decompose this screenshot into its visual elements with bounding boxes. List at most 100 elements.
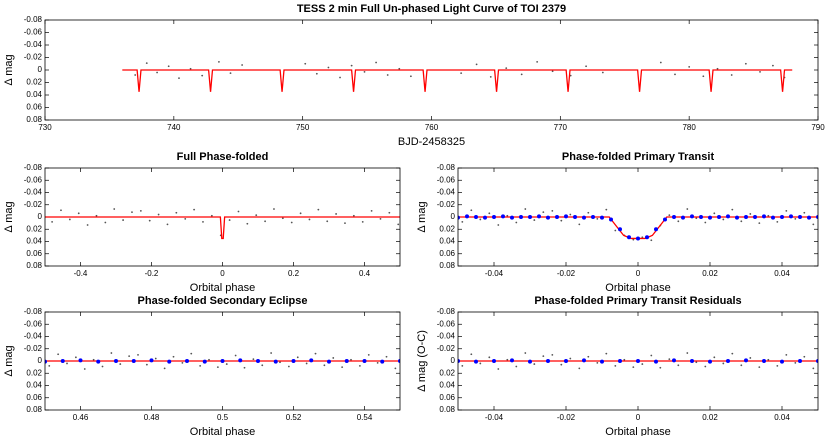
data-point	[713, 356, 716, 359]
data-point	[385, 355, 388, 358]
data-point	[740, 220, 743, 223]
data-point	[659, 366, 662, 369]
y-tick-label: -0.08	[437, 163, 456, 172]
panel-title: Phase-folded Primary Transit Residuals	[534, 295, 741, 307]
data-point	[299, 212, 302, 215]
y-axis-label: Δ mag (O-C)	[416, 330, 428, 392]
x-tick-label: 730	[38, 123, 52, 132]
data-point	[190, 352, 193, 355]
data-point	[68, 218, 71, 221]
x-tick-label: -0.04	[485, 413, 504, 422]
binned-point	[96, 359, 101, 364]
binned-point	[672, 358, 676, 363]
x-tick-label: 760	[425, 123, 439, 132]
y-tick-label: -0.04	[24, 188, 43, 197]
y-tick-label: 0.06	[26, 249, 42, 258]
y-tick-label: -0.08	[24, 307, 43, 316]
data-point	[216, 366, 219, 369]
binned-point	[238, 358, 243, 363]
y-tick-label: 0.08	[26, 405, 42, 414]
binned-point	[663, 217, 667, 222]
binned-point	[609, 217, 613, 222]
data-point	[488, 356, 491, 359]
y-tick-label: 0.06	[26, 103, 42, 112]
data-point	[201, 74, 204, 77]
data-point	[758, 366, 761, 369]
data-point	[332, 357, 335, 359]
data-point	[475, 63, 478, 66]
data-point	[506, 214, 509, 217]
x-axis-label: Orbital phase	[605, 282, 670, 294]
data-point	[317, 208, 320, 211]
binned-point	[528, 215, 532, 219]
data-point	[344, 222, 346, 225]
data-point	[461, 365, 464, 367]
y-tick-label: -0.02	[437, 200, 456, 209]
x-tick-label: 740	[167, 123, 181, 132]
y-tick-label: -0.06	[437, 319, 456, 328]
data-point	[104, 221, 107, 224]
data-point	[641, 236, 644, 239]
data-point	[409, 75, 412, 78]
y-tick-label: -0.04	[437, 188, 456, 197]
data-point	[335, 213, 337, 215]
data-point	[524, 352, 527, 354]
data-point	[489, 75, 492, 78]
y-tick-label: 0	[38, 356, 43, 365]
binned-point	[645, 235, 649, 240]
panel: Phase-folded Secondary Eclipse Orbital ph…	[3, 295, 401, 436]
data-point	[506, 358, 509, 361]
binned-point	[546, 359, 550, 363]
data-point	[605, 352, 608, 355]
y-tick-label: -0.08	[24, 163, 43, 172]
data-point	[175, 211, 178, 214]
data-point	[695, 361, 698, 364]
binned-point	[291, 359, 296, 363]
binned-point	[167, 359, 172, 364]
y-tick-label: 0	[38, 65, 43, 74]
data-point	[730, 74, 733, 76]
data-point	[605, 208, 608, 211]
data-point	[722, 362, 725, 365]
data-point	[279, 361, 281, 364]
data-point	[542, 211, 545, 214]
data-point	[252, 358, 255, 361]
data-point	[776, 221, 779, 223]
y-tick-label: -0.02	[24, 53, 43, 62]
x-tick-label: -0.02	[557, 413, 576, 422]
binned-point	[789, 214, 793, 219]
binned-point	[771, 215, 775, 220]
binned-point	[149, 358, 154, 363]
data-point	[578, 367, 581, 370]
data-point	[210, 214, 213, 217]
x-tick-label: -0.4	[74, 269, 88, 278]
data-point	[178, 77, 180, 80]
data-point	[358, 365, 361, 367]
data-point	[246, 222, 249, 225]
data-point	[110, 352, 113, 354]
data-point	[229, 72, 232, 75]
data-point	[596, 217, 599, 220]
data-point	[350, 64, 353, 67]
data-point	[113, 208, 116, 210]
data-point	[803, 355, 806, 358]
binned-point	[636, 236, 640, 241]
data-point	[370, 209, 373, 212]
data-point	[379, 217, 382, 220]
plot-frame	[457, 167, 819, 267]
data-point	[686, 208, 689, 210]
x-tick-label: 0.02	[702, 269, 718, 278]
y-tick-label: 0.08	[26, 115, 42, 124]
data-point	[398, 67, 401, 70]
data-point	[767, 214, 770, 217]
data-point	[614, 229, 617, 232]
y-tick-label: 0.06	[26, 393, 42, 402]
data-point	[363, 70, 366, 73]
data-point	[273, 208, 275, 210]
binned-point	[309, 358, 314, 363]
y-tick-label: -0.04	[24, 40, 43, 49]
data-point	[208, 358, 210, 361]
data-point	[181, 361, 184, 364]
data-point	[533, 363, 536, 365]
